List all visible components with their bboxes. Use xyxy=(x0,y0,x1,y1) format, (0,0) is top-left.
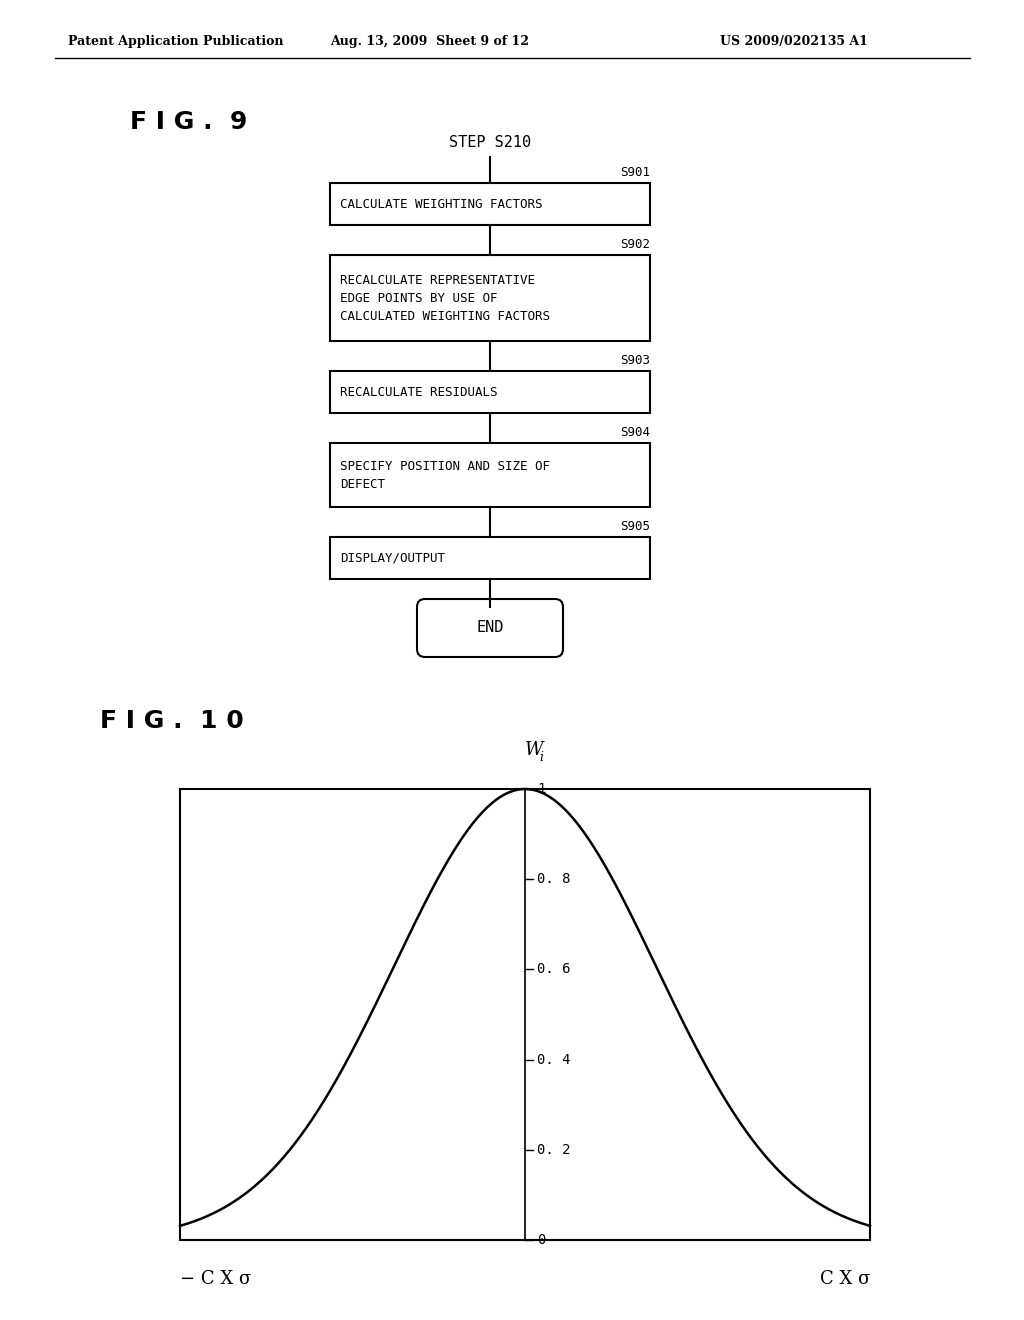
Text: 0. 8: 0. 8 xyxy=(537,873,570,886)
Text: S905: S905 xyxy=(620,520,650,533)
Text: 1: 1 xyxy=(537,781,546,796)
Text: S902: S902 xyxy=(620,238,650,251)
Text: F I G .  9: F I G . 9 xyxy=(130,110,248,135)
Text: RECALCULATE REPRESENTATIVE
EDGE POINTS BY USE OF
CALCULATED WEIGHTING FACTORS: RECALCULATE REPRESENTATIVE EDGE POINTS B… xyxy=(340,273,550,322)
Bar xyxy=(330,183,650,224)
Text: US 2009/0202135 A1: US 2009/0202135 A1 xyxy=(720,36,868,49)
Text: − C X σ: − C X σ xyxy=(180,1270,251,1288)
Text: SPECIFY POSITION AND SIZE OF
DEFECT: SPECIFY POSITION AND SIZE OF DEFECT xyxy=(340,459,550,491)
Text: W: W xyxy=(525,741,544,759)
Bar xyxy=(330,444,650,507)
Text: F I G .  1 0: F I G . 1 0 xyxy=(100,709,244,733)
Text: 0. 2: 0. 2 xyxy=(537,1143,570,1156)
Text: Patent Application Publication: Patent Application Publication xyxy=(68,36,284,49)
FancyBboxPatch shape xyxy=(417,599,563,657)
Text: S904: S904 xyxy=(620,426,650,440)
Text: CALCULATE WEIGHTING FACTORS: CALCULATE WEIGHTING FACTORS xyxy=(340,198,543,210)
Text: 0: 0 xyxy=(537,1233,546,1247)
Text: 0. 6: 0. 6 xyxy=(537,962,570,977)
Text: i: i xyxy=(539,751,543,764)
Text: DISPLAY/OUTPUT: DISPLAY/OUTPUT xyxy=(340,552,445,565)
Bar xyxy=(330,371,650,413)
Text: RECALCULATE RESIDUALS: RECALCULATE RESIDUALS xyxy=(340,385,498,399)
Text: S903: S903 xyxy=(620,354,650,367)
Text: S901: S901 xyxy=(620,166,650,180)
Text: C X σ: C X σ xyxy=(819,1270,870,1288)
Text: STEP S210: STEP S210 xyxy=(449,135,531,150)
Bar xyxy=(330,537,650,579)
Bar xyxy=(330,255,650,341)
Text: Aug. 13, 2009  Sheet 9 of 12: Aug. 13, 2009 Sheet 9 of 12 xyxy=(331,36,529,49)
Bar xyxy=(180,789,870,1239)
Text: 0. 4: 0. 4 xyxy=(537,1052,570,1067)
Text: END: END xyxy=(476,620,504,635)
